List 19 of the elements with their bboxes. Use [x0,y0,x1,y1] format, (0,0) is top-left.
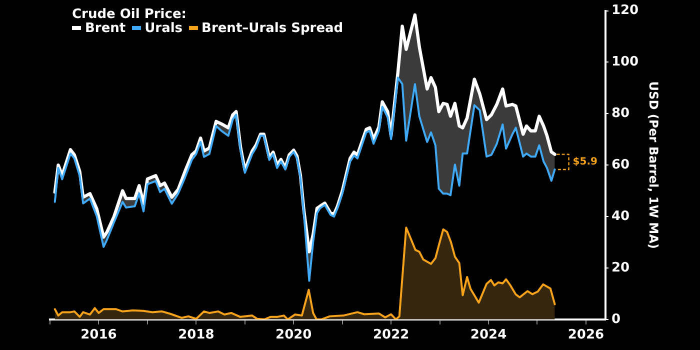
y-tick-label: 100 [611,54,639,70]
legend-label: Brent [84,21,126,36]
annotation: $5.9 [572,156,598,168]
x-tick-label: 2022 [372,328,410,343]
legend-label: Urals [144,21,183,36]
y-tick-label: 80 [611,106,630,122]
y-tick-label: 40 [611,208,630,224]
x-tick-label: 2018 [178,328,214,343]
x-tick-label: 2024 [470,328,507,343]
x-tick-label: 2020 [276,328,312,343]
legend-label: Brent–Urals Spread [200,21,344,36]
y-tick-label: 120 [611,3,639,18]
x-tick-label: 2016 [80,328,117,343]
legend-title: Crude Oil Price: [72,7,188,22]
x-tick-label: 2026 [568,328,604,343]
y-tick-label: 20 [611,260,630,276]
y-tick-label: 0 [611,312,621,327]
y-tick-label: 60 [611,157,630,172]
y-axis-title: USD (Per Barrel, 1W MA) [646,81,661,249]
